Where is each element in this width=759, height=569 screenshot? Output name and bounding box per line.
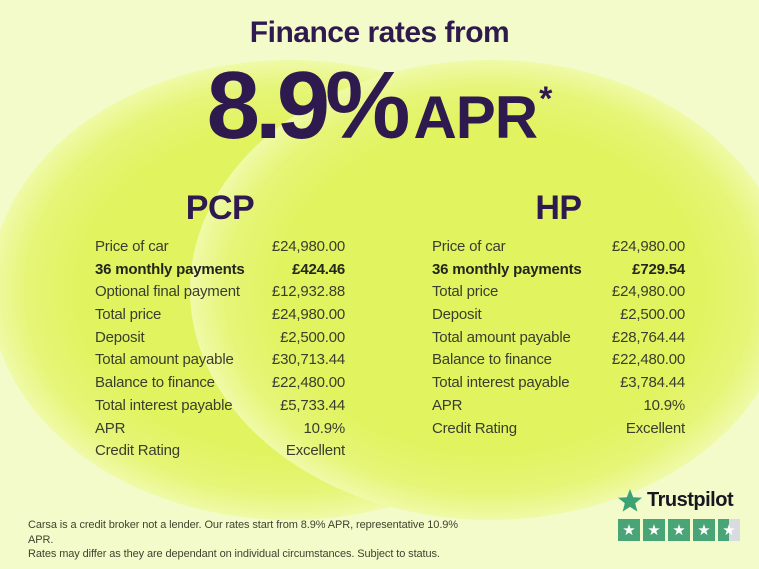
star-icon: ★ [622, 520, 636, 539]
star-icon: ★ [647, 520, 661, 539]
trustpilot-brand-name: Trustpilot [647, 489, 734, 511]
row-label: Deposit [95, 328, 145, 346]
trustpilot-star-icon [618, 489, 642, 512]
row-label: APR [432, 396, 463, 414]
banner-title: Finance rates from [249, 16, 510, 49]
row-value: £729.54 [632, 260, 685, 278]
row-label: Total price [432, 283, 499, 301]
rate-value: 8.9% [206, 52, 411, 159]
hp-column-title: HP [535, 189, 582, 227]
table-row: Price of car £24,980.00 [95, 238, 345, 261]
background-blob-right [190, 60, 759, 520]
row-label: APR [95, 419, 126, 437]
pcp-column-title: PCP [185, 189, 255, 227]
table-row: Optional final payment £12,932.88 [95, 283, 345, 306]
row-label: Optional final payment [95, 283, 240, 301]
row-label: 36 monthly payments [95, 260, 245, 278]
row-label: Credit Rating [432, 419, 517, 437]
table-row: Balance to finance £22,480.00 [432, 351, 685, 374]
table-row: APR 10.9% [432, 397, 685, 420]
row-value: £30,713.44 [271, 351, 345, 369]
row-value: £24,980.00 [271, 306, 345, 324]
headline-rate: 8.9% APR * [0, 58, 759, 154]
table-row: Balance to finance £22,480.00 [95, 374, 345, 397]
table-row: Price of car £24,980.00 [432, 238, 685, 261]
row-value: Excellent [625, 419, 685, 437]
disclaimer-line-1: Carsa is a credit broker not a lender. O… [28, 519, 458, 546]
hp-finance-table: HP Price of car £24,980.00 36 monthly pa… [432, 190, 685, 442]
trustpilot-star-box: ★ [618, 519, 640, 541]
row-value: £2,500.00 [620, 306, 685, 324]
row-value: £24,980.00 [611, 238, 685, 255]
trustpilot-brand-row: Trustpilot [618, 489, 744, 512]
table-row: 36 monthly payments £424.46 [95, 261, 345, 284]
table-row: Total price £24,980.00 [432, 283, 685, 306]
row-value: 10.9% [643, 396, 685, 414]
row-value: £12,932.88 [271, 283, 345, 301]
table-row: Total interest payable £3,784.44 [432, 374, 685, 397]
row-value: £28,764.44 [611, 328, 685, 346]
row-label: Balance to finance [432, 351, 552, 369]
table-row: Deposit £2,500.00 [95, 329, 345, 352]
row-label: Total amount payable [95, 351, 234, 369]
table-row: Total price £24,980.00 [95, 306, 345, 329]
row-label: Total price [95, 306, 162, 324]
table-row: Total amount payable £30,713.44 [95, 351, 345, 374]
trustpilot-star-box: ★ [643, 519, 665, 541]
row-label: Total interest payable [95, 396, 233, 414]
row-value: £2,500.00 [280, 328, 345, 346]
disclaimer-line-2: Rates may differ as they are dependant o… [28, 548, 440, 560]
row-value: 10.9% [303, 419, 345, 437]
row-label: 36 monthly payments [432, 260, 582, 278]
pcp-finance-table: PCP Price of car £24,980.00 36 monthly p… [95, 190, 345, 465]
row-label: Price of car [432, 238, 506, 255]
row-label: Credit Rating [95, 442, 180, 460]
table-row: Credit Rating Excellent [95, 442, 345, 465]
star-icon: ★ [722, 520, 736, 539]
row-label: Balance to finance [95, 374, 215, 392]
table-row: Credit Rating Excellent [432, 420, 685, 443]
trustpilot-star-box: ★ [668, 519, 690, 541]
row-value: £5,733.44 [280, 396, 345, 414]
row-value: £24,980.00 [271, 238, 345, 255]
trustpilot-star-box: ★ [718, 519, 740, 541]
trustpilot-badge: Trustpilot ★ ★ ★ ★ ★ [618, 489, 744, 541]
row-value: £22,480.00 [611, 351, 685, 369]
trustpilot-stars: ★ ★ ★ ★ ★ [618, 519, 744, 541]
table-row: 36 monthly payments £729.54 [432, 261, 685, 284]
rate-asterisk: * [539, 80, 553, 118]
row-value: Excellent [285, 442, 345, 460]
row-value: £24,980.00 [611, 283, 685, 301]
legal-disclaimer: Carsa is a credit broker not a lender. O… [28, 518, 458, 562]
trustpilot-star-box: ★ [693, 519, 715, 541]
row-label: Price of car [95, 238, 169, 255]
row-label: Total amount payable [432, 328, 571, 346]
row-value: £3,784.44 [620, 374, 685, 392]
row-value: £22,480.00 [271, 374, 345, 392]
table-row: Deposit £2,500.00 [432, 306, 685, 329]
rate-suffix: APR [413, 84, 538, 151]
table-row: Total amount payable £28,764.44 [432, 329, 685, 352]
row-label: Total interest payable [432, 374, 570, 392]
star-icon: ★ [697, 520, 711, 539]
row-label: Deposit [432, 306, 482, 324]
star-icon: ★ [672, 520, 686, 539]
table-row: APR 10.9% [95, 420, 345, 443]
table-row: Total interest payable £5,733.44 [95, 397, 345, 420]
row-value: £424.46 [292, 260, 345, 278]
